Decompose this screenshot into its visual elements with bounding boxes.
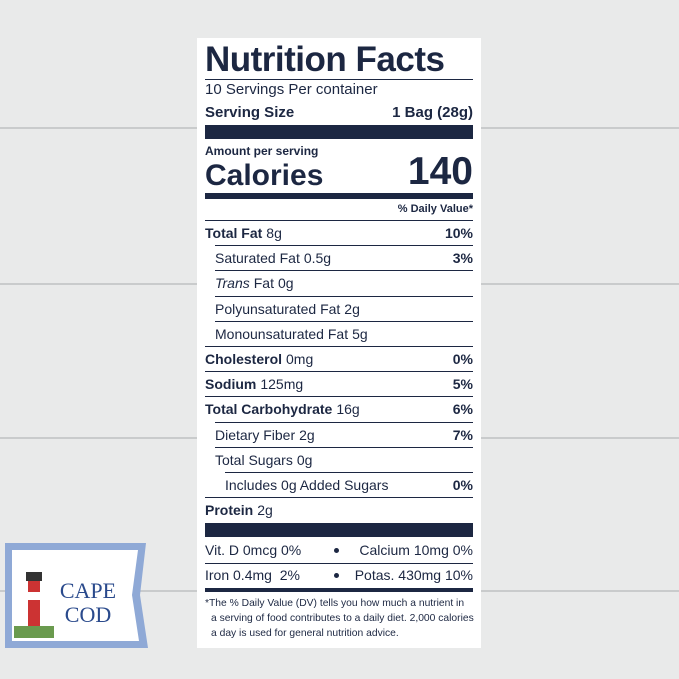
nutrient-amount: 2g: [299, 426, 315, 443]
vitamin: Potas. 430mg 10%: [354, 567, 473, 583]
daily-value: 3%: [452, 250, 473, 267]
nutrient-row: Saturated Fat 0.5g 3%: [215, 245, 473, 271]
nutrient-amount: 5g: [352, 325, 368, 342]
nutrient-row: Total Carbohydrate 16g 6%: [205, 396, 473, 422]
nutrient-amount: 8g: [266, 225, 282, 241]
nutrient-name: Polyunsaturated Fat: [215, 300, 341, 317]
daily-value: 5%: [452, 376, 473, 393]
vitamin: Iron 0.4mg 2%: [205, 567, 300, 583]
lighthouse: [28, 580, 40, 628]
dv-header: % Daily Value*: [397, 203, 473, 215]
nutrient-name: Total Sugars: [215, 451, 293, 468]
footnote-line: *The % Daily Value (DV) tells you how mu…: [205, 598, 465, 609]
daily-value: 6%: [452, 401, 473, 418]
nutrition-label: Nutrition Facts 10 Servings Per containe…: [197, 38, 481, 648]
brand-logo: CAPE COD: [5, 543, 148, 648]
lighthouse-stripe: [28, 592, 40, 600]
separator-dot: [334, 573, 339, 578]
serving-size-label: Serving Size: [205, 104, 295, 121]
footnote-line: a day is used for general nutrition advi…: [211, 628, 399, 639]
vitamin: Vit. D 0mcg 0%: [205, 542, 302, 558]
nutrient-row: Polyunsaturated Fat 2g: [215, 295, 473, 322]
vitamin: Calcium 10mg 0%: [359, 542, 473, 558]
medium-bar: [205, 588, 473, 592]
daily-value: 10%: [444, 225, 473, 241]
footnote-line: a serving of food contributes to a daily…: [211, 613, 474, 624]
nutrient-name: Total Fat: [205, 225, 263, 241]
nutrient-name: Cholesterol: [205, 351, 283, 367]
nutrient-row: Includes 0g Added Sugars 0%: [225, 472, 473, 498]
nutrient-name: Protein: [205, 502, 254, 519]
nutrient-name-italic: Trans: [215, 275, 250, 292]
nutrient-amount: 0g: [296, 451, 313, 468]
nutrient-amount: 0g: [277, 275, 294, 292]
rule: [205, 563, 473, 564]
nutrient-name: Sodium: [205, 376, 257, 393]
amount-per-serving: Amount per serving: [205, 144, 319, 158]
nutrient-row: Dietary Fiber 2g 7%: [215, 421, 473, 448]
nutrient-amount: 16g: [336, 401, 360, 418]
nutrient-row: Total Fat 8g 10%: [205, 220, 473, 246]
thick-bar: [205, 523, 473, 537]
nutrient-name: Fat: [253, 275, 274, 292]
calories-label: Calories: [205, 159, 324, 192]
logo-inner: [12, 550, 139, 641]
thick-bar: [205, 125, 473, 139]
nutrient-name: Monounsaturated Fat: [215, 325, 349, 342]
rule: [205, 79, 473, 80]
nutrient-name: Dietary Fiber: [215, 426, 296, 443]
logo-grass: [14, 626, 54, 638]
nutrient-row: Total Sugars 0g: [215, 446, 473, 473]
lighthouse-top: [26, 572, 42, 581]
nutrient-name: Saturated Fat: [215, 250, 300, 267]
medium-bar: [205, 193, 473, 199]
nutrient-row: Cholesterol 0mg 0%: [205, 346, 473, 372]
nutrient-row: Monounsaturated Fat 5g: [215, 320, 473, 347]
nutrient-name: Includes 0g Added Sugars: [225, 477, 389, 493]
calories-value: 140: [407, 150, 473, 193]
nutrient-amount: 125mg: [260, 376, 304, 393]
daily-value: 0%: [452, 351, 473, 367]
serving-size-value: 1 Bag (28g): [392, 104, 473, 121]
daily-value: 0%: [452, 477, 473, 493]
nutrient-row: Trans Fat 0g: [215, 270, 473, 296]
label-title: Nutrition Facts: [205, 40, 445, 79]
nutrient-amount: 2g: [257, 502, 273, 519]
nutrient-amount: 2g: [344, 300, 360, 317]
separator-dot: [334, 548, 339, 553]
nutrient-amount: 0mg: [286, 351, 314, 367]
daily-value: 7%: [452, 426, 473, 443]
servings: 10 Servings Per container: [205, 81, 378, 98]
logo-text: CAPE: [60, 578, 116, 603]
nutrient-row: Sodium 125mg 5%: [205, 371, 473, 397]
nutrient-name: Total Carbohydrate: [205, 401, 333, 418]
logo-text: COD: [65, 602, 111, 627]
nutrient-amount: 0.5g: [303, 250, 332, 267]
nutrient-row: Protein 2g: [205, 497, 473, 523]
